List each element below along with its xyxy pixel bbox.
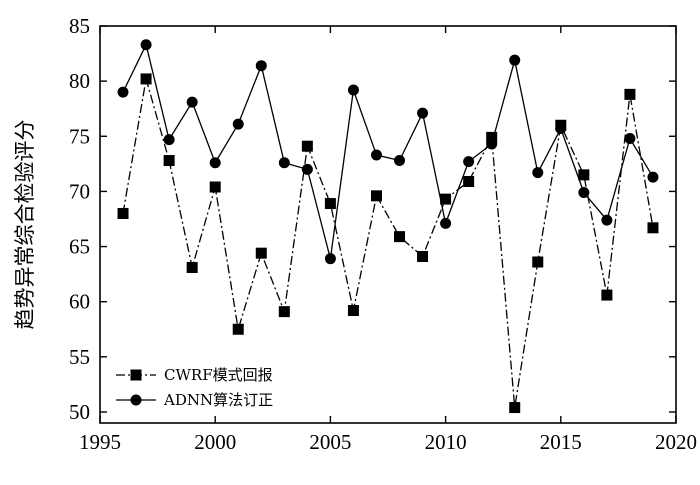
data-point-series-2	[347, 84, 359, 96]
data-point-series-1	[532, 256, 544, 268]
y-tick-label: 80	[69, 69, 90, 93]
data-point-series-2	[440, 217, 452, 229]
data-point-series-2	[324, 253, 336, 265]
legend-label-1: CWRF模式回报	[164, 366, 273, 384]
legend: CWRF模式回报 ADNN算法订正	[116, 366, 273, 409]
data-point-series-1	[417, 250, 429, 262]
data-point-series-2	[232, 118, 244, 130]
data-point-series-1	[301, 140, 313, 152]
x-tick-label: 2020	[655, 430, 697, 454]
data-point-series-2	[578, 187, 590, 199]
data-point-series-1	[324, 198, 336, 210]
data-point-series-2	[555, 123, 567, 135]
data-point-series-1	[578, 169, 590, 181]
data-point-series-1	[370, 190, 382, 202]
x-tick-label: 2005	[309, 430, 351, 454]
x-tick-label: 2010	[425, 430, 467, 454]
y-axis-title: 趋势异常综合检验评分	[13, 120, 37, 330]
series-layer	[117, 39, 659, 414]
legend-marker-2	[130, 394, 142, 406]
data-point-series-2	[509, 54, 521, 66]
data-point-series-1	[209, 181, 221, 193]
data-point-series-2	[163, 134, 175, 146]
data-point-series-1	[347, 305, 359, 317]
y-tick-label: 85	[69, 14, 90, 38]
series-line-1	[122, 78, 654, 408]
data-point-series-1	[117, 207, 129, 219]
data-point-series-2	[601, 214, 613, 226]
data-point-series-2	[117, 86, 129, 98]
data-point-series-2	[255, 60, 267, 72]
data-point-series-2	[532, 167, 544, 179]
tick-layer: 1995 2000 2005 2010 2015 2020 50 55 60 65 70 75 80 85	[69, 14, 697, 454]
series-line-2	[122, 42, 654, 259]
data-point-series-1	[463, 175, 475, 187]
data-point-series-1	[647, 222, 659, 234]
data-point-series-1	[163, 155, 175, 167]
y-tick-label: 60	[69, 290, 90, 314]
data-point-series-1	[255, 247, 267, 259]
data-point-series-1	[509, 402, 521, 414]
data-point-series-2	[647, 171, 659, 183]
data-point-series-1	[394, 231, 406, 243]
y-tick-label: 70	[69, 179, 90, 203]
data-point-series-2	[486, 138, 498, 150]
data-point-series-1	[624, 88, 636, 100]
y-tick-label: 55	[69, 345, 90, 369]
y-tick-label: 50	[69, 400, 90, 424]
data-point-series-1	[140, 73, 152, 85]
data-point-series-1	[232, 323, 244, 335]
data-point-series-2	[278, 157, 290, 169]
y-tick-label: 65	[69, 235, 90, 259]
data-point-series-1	[440, 193, 452, 205]
data-point-series-2	[370, 149, 382, 161]
data-point-series-2	[417, 107, 429, 119]
data-point-series-1	[601, 289, 613, 301]
data-point-series-2	[463, 156, 475, 168]
data-point-series-2	[301, 163, 313, 175]
x-tick-label: 2015	[540, 430, 582, 454]
y-tick-label: 75	[69, 124, 90, 148]
data-point-series-1	[186, 262, 198, 274]
legend-label-2: ADNN算法订正	[163, 391, 273, 409]
x-tick-label: 1995	[79, 430, 121, 454]
data-point-series-2	[624, 132, 636, 144]
plot-frame	[99, 25, 677, 424]
data-point-series-2	[140, 39, 152, 51]
data-point-series-2	[394, 155, 406, 167]
x-tick-label: 2000	[194, 430, 236, 454]
legend-marker-1	[130, 369, 142, 381]
data-point-series-1	[486, 131, 498, 143]
data-point-series-2	[209, 157, 221, 169]
data-point-series-1	[278, 306, 290, 318]
data-point-series-2	[186, 96, 198, 108]
